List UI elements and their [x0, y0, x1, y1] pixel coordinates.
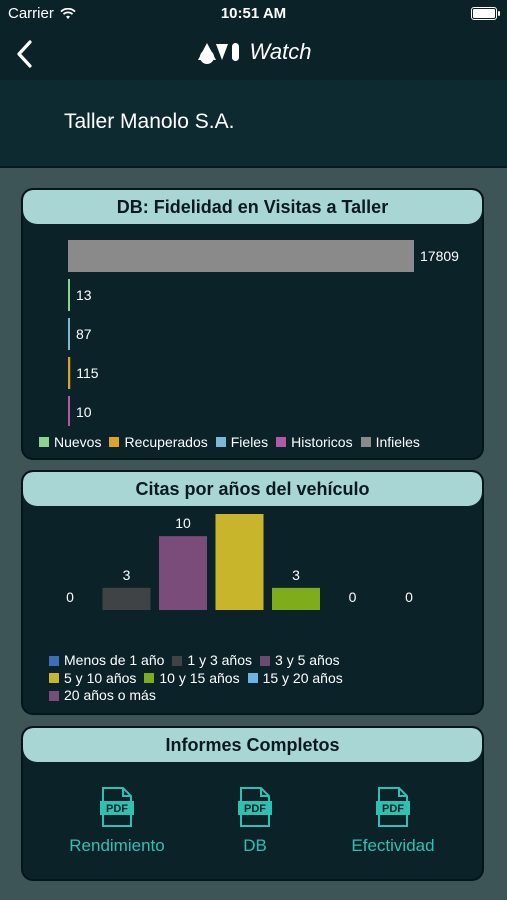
legend-swatch	[109, 437, 120, 447]
legend-item-menos-de-1-ano: Menos de 1 año	[49, 652, 164, 669]
report-label: Efectividad	[351, 836, 435, 855]
bar-10-y-15-anos	[272, 587, 320, 610]
reports-list: PDF Rendimiento PDF DB PDF Efectividad	[23, 766, 482, 876]
data-label-15-y-20-anos: 0	[405, 589, 413, 605]
carrier-info: Carrier	[8, 5, 76, 22]
battery-icon	[471, 7, 500, 20]
data-label-5-y-10-anos: 13	[232, 508, 248, 509]
bar-20-anos-o-mas	[159, 536, 207, 610]
status-bar: Carrier 10:51 AM	[0, 0, 507, 28]
fidelity-bar-chart: 17809 13 87 115 10	[68, 240, 459, 426]
brand-logo: Watch	[0, 39, 507, 65]
legend-item-infieles: Infieles	[360, 434, 420, 450]
legend-label: 15 y 20 años	[262, 669, 343, 686]
legend-label: Historicos	[291, 434, 353, 450]
legend-label: 1 y 3 años	[187, 652, 253, 668]
bar-1-y-3-anos	[102, 587, 151, 610]
pdf-icon: PDF	[238, 787, 272, 827]
reports-card: Informes Completos PDF Rendimiento PDF DB PD…	[21, 726, 484, 881]
bar-nuevos	[68, 279, 70, 311]
legend-label: 3 y 5 años	[275, 652, 340, 668]
legend-item-5-y-10-anos: 5 y 10 años	[49, 670, 136, 687]
legend-swatch	[276, 437, 287, 447]
legend-item-10-y-15-anos: 10 y 15 años	[144, 669, 240, 687]
legend-label: Fieles	[230, 434, 269, 450]
report-rendimiento[interactable]: PDF Rendimiento	[47, 786, 187, 856]
legend-item-3-y-5-anos: 3 y 5 años	[260, 652, 340, 669]
legend-item-recuperados: Recuperados	[109, 434, 208, 450]
fidelity-card-title: DB: Fidelidad en Visitas a Taller	[23, 190, 482, 224]
legend-label: Menos de 1 año	[64, 652, 165, 668]
carrier-name: Carrier	[8, 5, 54, 22]
bar-recuperados	[68, 357, 71, 389]
legend-item-fieles: Fieles	[215, 434, 269, 450]
report-db[interactable]: PDF DB	[185, 786, 325, 856]
reports-card-title: Informes Completos	[23, 728, 482, 762]
legend-swatch	[360, 437, 371, 447]
bar-infieles	[68, 240, 414, 272]
company-header: Taller Manolo S.A.	[0, 80, 507, 168]
fidelity-legend: Nuevos Recuperados Fieles Historicos Infiele…	[39, 434, 428, 450]
pdf-badge-text: PDF	[382, 803, 404, 815]
data-label-20-anos-o-mas: 10	[175, 515, 191, 531]
legend-row: 5 y 10 años 10 y 15 años 15 y 20 años	[49, 670, 351, 688]
legend-label: 20 años o más	[64, 687, 156, 703]
logo-mark-icon	[197, 43, 239, 64]
data-label-menos-de-1-ano: 0	[66, 589, 74, 605]
data-label-3-y-5-anos: 0	[349, 589, 357, 605]
brand-name: Watch	[249, 39, 312, 64]
vehicle-age-card-title: Citas por años del vehículo	[23, 472, 482, 506]
fidelity-card: DB: Fidelidad en Visitas a Taller 17809 1…	[21, 188, 484, 460]
legend-label: Infieles	[375, 434, 420, 450]
legend-label: Nuevos	[54, 434, 102, 450]
legend-swatch	[260, 655, 271, 666]
vehicle-age-legend: Menos de 1 año 1 y 3 años 3 y 5 años 5 y 10…	[49, 652, 351, 705]
legend-swatch	[215, 437, 226, 447]
company-name: Taller Manolo S.A.	[64, 110, 235, 133]
status-time: 10:51 AM	[220, 5, 287, 22]
data-label-recuperados: 115	[76, 365, 99, 381]
data-label-infieles: 17809	[420, 248, 459, 264]
legend-swatch	[49, 690, 59, 701]
legend-swatch	[49, 673, 59, 683]
report-label: DB	[243, 836, 267, 855]
vehicle-age-card: Citas por años del vehículo 0 3 10 13 3 0 0 Me…	[21, 470, 484, 715]
legend-label: 5 y 10 años	[64, 669, 137, 686]
pdf-icon: PDF	[376, 787, 410, 827]
nav-bar: Watch	[0, 28, 507, 80]
data-label-historicos: 10	[76, 404, 92, 420]
legend-label: 10 y 15 años	[159, 669, 240, 686]
legend-swatch	[144, 673, 155, 683]
wifi-icon	[60, 7, 76, 19]
pdf-icon: PDF	[100, 787, 134, 827]
legend-item-1-y-3-anos: 1 y 3 años	[172, 652, 252, 669]
legend-item-20-anos-o-mas: 20 años o más	[49, 687, 156, 704]
legend-row: Menos de 1 año 1 y 3 años 3 y 5 años	[49, 652, 351, 670]
legend-row: Nuevos Recuperados Fieles Historicos Infiele…	[39, 434, 428, 450]
data-label-fieles: 87	[76, 326, 92, 342]
legend-swatch	[172, 655, 183, 666]
legend-row: 20 años o más	[49, 687, 351, 705]
bar-historicos	[68, 396, 70, 426]
data-label-nuevos: 13	[76, 287, 92, 303]
legend-swatch	[49, 655, 59, 666]
legend-item-nuevos: Nuevos	[39, 434, 101, 450]
legend-item-historicos: Historicos	[276, 434, 353, 450]
bar-fieles	[68, 318, 70, 350]
legend-swatch	[39, 437, 49, 447]
chevron-left-icon	[17, 40, 32, 68]
legend-item-15-y-20-anos: 15 y 20 años	[247, 669, 343, 687]
pdf-badge-text: PDF	[244, 803, 266, 815]
report-label: Rendimiento	[69, 836, 165, 855]
pdf-badge-text: PDF	[106, 803, 128, 815]
report-efectividad[interactable]: PDF Efectividad	[323, 786, 463, 856]
data-label-10-y-15-anos: 3	[292, 567, 300, 583]
vehicle-age-bar-chart: 0 3 10 13 3 0 0	[66, 508, 413, 610]
data-label-1-y-3-anos: 3	[123, 567, 131, 583]
legend-label: Recuperados	[124, 434, 208, 450]
bar-5-y-10-anos	[215, 514, 264, 610]
back-button[interactable]	[10, 36, 44, 72]
legend-swatch	[247, 673, 258, 683]
